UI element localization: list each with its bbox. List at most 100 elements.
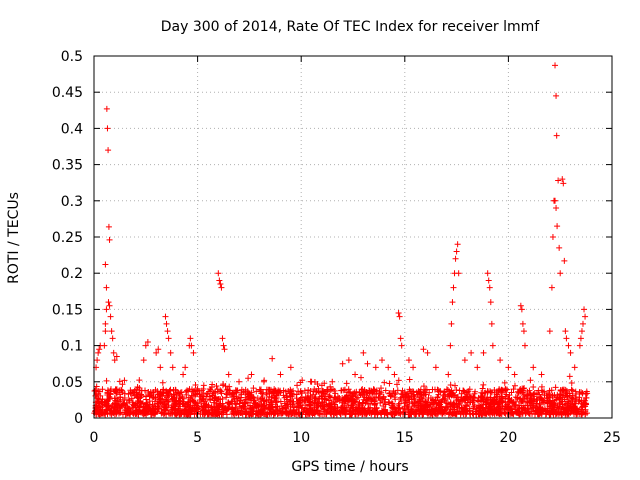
background-point: [435, 391, 442, 398]
data-point: [225, 371, 232, 378]
background-point: [246, 393, 253, 400]
background-point: [171, 391, 178, 398]
background-point: [316, 389, 323, 396]
background-point: [536, 404, 543, 411]
background-point: [397, 396, 404, 403]
background-point: [123, 410, 130, 417]
background-point: [110, 410, 117, 417]
background-point: [371, 391, 378, 398]
background-point: [491, 404, 498, 411]
background-point: [177, 397, 184, 404]
background-point: [479, 385, 486, 392]
background-point: [189, 388, 196, 395]
background-point: [190, 388, 197, 395]
x-tick-label: 15: [396, 430, 414, 446]
x-tick-label: 0: [90, 430, 99, 446]
background-point: [289, 392, 296, 399]
background-point: [148, 411, 155, 418]
background-point: [362, 399, 369, 406]
background-point: [180, 400, 187, 407]
data-point: [102, 261, 109, 268]
background-point: [516, 387, 523, 394]
background-point: [510, 386, 517, 393]
grid: [94, 56, 612, 418]
background-point: [461, 395, 468, 402]
data-point: [511, 371, 518, 378]
background-point: [308, 407, 315, 414]
background-point: [102, 409, 109, 416]
data-point: [216, 277, 223, 284]
background-point: [449, 409, 456, 416]
background-point: [556, 391, 563, 398]
background-point: [426, 389, 433, 396]
background-point: [360, 396, 367, 403]
background-point: [347, 396, 354, 403]
data-point: [360, 349, 367, 356]
background-point: [527, 392, 534, 399]
x-tick-label: 10: [292, 430, 310, 446]
background-point: [518, 399, 525, 406]
background-point: [289, 398, 296, 405]
data-point: [329, 378, 336, 385]
background-point: [273, 392, 280, 399]
background-point: [568, 386, 575, 393]
background-point: [314, 407, 321, 414]
background-point: [311, 409, 318, 416]
background-point: [307, 406, 314, 413]
background-point: [332, 395, 339, 402]
background-point: [483, 410, 490, 417]
background-point: [233, 393, 240, 400]
background-point: [578, 410, 585, 417]
background-point: [396, 404, 403, 411]
background-point: [408, 396, 415, 403]
background-point: [93, 383, 100, 390]
background-point: [544, 397, 551, 404]
background-point: [149, 394, 156, 401]
background-point: [163, 397, 170, 404]
background-point: [146, 406, 153, 413]
background-point: [257, 388, 264, 395]
background-point: [474, 397, 481, 404]
background-point: [354, 394, 361, 401]
background-point: [264, 411, 271, 418]
background-point: [327, 394, 334, 401]
background-point: [573, 397, 580, 404]
background-point: [559, 401, 566, 408]
data-point: [260, 378, 267, 385]
background-point: [203, 393, 210, 400]
background-point: [448, 403, 455, 410]
background-point: [442, 391, 449, 398]
background-point: [546, 403, 553, 410]
background-point: [325, 400, 332, 407]
background-point: [224, 406, 231, 413]
background-point: [143, 409, 150, 416]
background-point: [434, 411, 441, 418]
y-tick-label: 0.1: [61, 339, 83, 355]
background-point: [465, 388, 472, 395]
data-point: [571, 364, 578, 371]
data-point: [339, 360, 346, 367]
data-point: [432, 364, 439, 371]
background-point: [96, 388, 103, 395]
data-point: [447, 342, 454, 349]
background-point: [137, 399, 144, 406]
background-point: [200, 409, 207, 416]
background-point: [96, 411, 103, 418]
background-point: [504, 401, 511, 408]
data-point: [505, 364, 512, 371]
background-point: [418, 406, 425, 413]
background-point: [473, 406, 480, 413]
background-point: [389, 390, 396, 397]
background-point: [156, 405, 163, 412]
background-point: [345, 401, 352, 408]
background-point: [378, 396, 385, 403]
data-point: [96, 346, 103, 353]
background-point: [142, 387, 149, 394]
data-point: [182, 364, 189, 371]
data-point: [163, 320, 170, 327]
background-point: [410, 403, 417, 410]
data-point: [308, 378, 315, 385]
background-point: [348, 402, 355, 409]
data-point: [107, 313, 114, 320]
background-point: [265, 396, 272, 403]
